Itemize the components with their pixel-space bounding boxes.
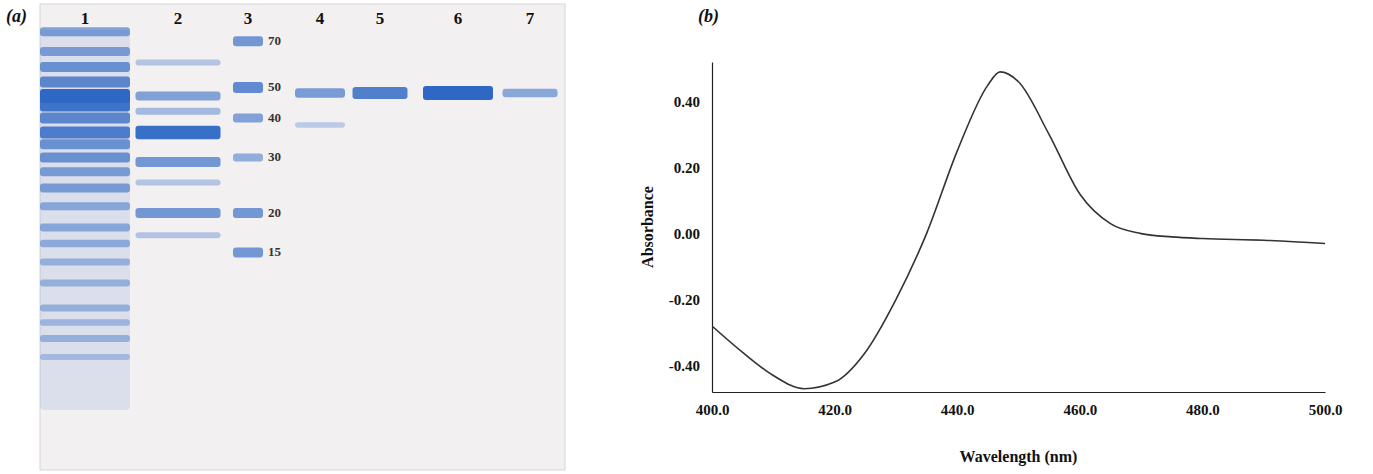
band <box>40 184 130 193</box>
spectrum-line <box>712 72 1325 389</box>
marker-label: 50 <box>268 79 281 94</box>
band <box>40 258 130 265</box>
band <box>40 335 130 342</box>
marker-label: 20 <box>268 205 281 220</box>
band <box>40 139 130 149</box>
tick: 480.0 <box>1186 392 1220 418</box>
lane-label: 3 <box>244 9 253 28</box>
band <box>40 126 130 138</box>
marker-label: 30 <box>268 149 281 164</box>
band <box>353 87 408 99</box>
band <box>40 98 130 111</box>
band <box>40 305 130 312</box>
tick-label: 500.0 <box>1309 402 1343 418</box>
tick-label: -0.20 <box>669 292 700 308</box>
band <box>40 167 130 176</box>
band <box>40 112 130 123</box>
band <box>40 152 130 162</box>
lane-label: 5 <box>376 9 385 28</box>
band <box>40 62 130 72</box>
lane-label: 7 <box>526 9 535 28</box>
tick-label: 480.0 <box>1186 402 1220 418</box>
band <box>40 27 130 36</box>
band <box>136 208 221 218</box>
lane-label: 2 <box>174 9 183 28</box>
tick: 0.40 <box>674 94 712 110</box>
axis-line <box>713 392 1326 393</box>
band <box>40 223 130 231</box>
tick-label: 0.40 <box>674 94 700 110</box>
figure: (a) 1 2 3 4 5 6 7 70 50 40 30 20 15 (b) 400.0 420.0 440.0… <box>0 0 1373 474</box>
band <box>233 153 263 161</box>
axis-line <box>712 63 713 393</box>
tick-label: 460.0 <box>1063 402 1097 418</box>
tick-label: 400.0 <box>696 402 730 418</box>
plot-area <box>712 72 1325 389</box>
marker-label: 15 <box>268 244 282 259</box>
band <box>233 36 263 46</box>
tick-label: 0.20 <box>674 160 700 176</box>
tick: -0.40 <box>669 358 712 374</box>
band <box>136 232 221 238</box>
lane-smear <box>40 30 130 410</box>
gel-frame <box>40 4 565 470</box>
tick-label: -0.40 <box>669 358 700 374</box>
spectrum-panel: (b)400.0420.0440.0460.0480.0500.0-0.40-0… <box>639 6 1343 466</box>
band <box>423 86 493 100</box>
y-axis-title: Absorbance <box>639 186 656 268</box>
band <box>233 247 263 257</box>
panel-label: (a) <box>6 6 27 27</box>
band <box>233 82 263 93</box>
band <box>136 126 221 139</box>
bands <box>40 27 558 410</box>
tick-label: 440.0 <box>941 402 975 418</box>
band <box>40 47 130 56</box>
band <box>40 354 130 360</box>
band <box>295 88 345 98</box>
tick-label: 420.0 <box>818 402 852 418</box>
tick: -0.20 <box>669 292 712 308</box>
tick: 420.0 <box>818 392 852 418</box>
band <box>136 157 221 167</box>
panel-label: (b) <box>698 6 719 27</box>
band <box>40 240 130 248</box>
lane-label: 1 <box>81 9 90 28</box>
band <box>40 77 130 88</box>
y-axis: -0.40 -0.20 0.00 0.20 0.40 <box>669 63 713 393</box>
band <box>233 113 263 122</box>
tick: 0.00 <box>674 226 712 242</box>
band <box>40 319 130 326</box>
tick: 500.0 <box>1309 392 1343 418</box>
tick: 400.0 <box>696 392 730 418</box>
band <box>233 208 263 218</box>
band <box>295 122 345 128</box>
band <box>40 202 130 210</box>
band <box>136 179 221 185</box>
band <box>136 59 221 65</box>
x-axis: 400.0 420.0 440.0 460.0 480.0 500.0 <box>696 392 1343 418</box>
band <box>136 108 221 115</box>
tick-label: 0.00 <box>674 226 700 242</box>
lane-label: 6 <box>454 9 463 28</box>
gel-panel: (a) 1 2 3 4 5 6 7 70 50 40 30 20 15 <box>6 4 565 470</box>
band <box>40 280 130 287</box>
marker-label: 70 <box>268 33 281 48</box>
tick: 440.0 <box>941 392 975 418</box>
band <box>136 91 221 100</box>
lane-label: 4 <box>316 9 325 28</box>
marker-label: 40 <box>268 110 281 125</box>
tick: 460.0 <box>1063 392 1097 418</box>
x-axis-title: Wavelength (nm) <box>960 448 1078 466</box>
tick: 0.20 <box>674 160 712 176</box>
band <box>503 89 558 98</box>
